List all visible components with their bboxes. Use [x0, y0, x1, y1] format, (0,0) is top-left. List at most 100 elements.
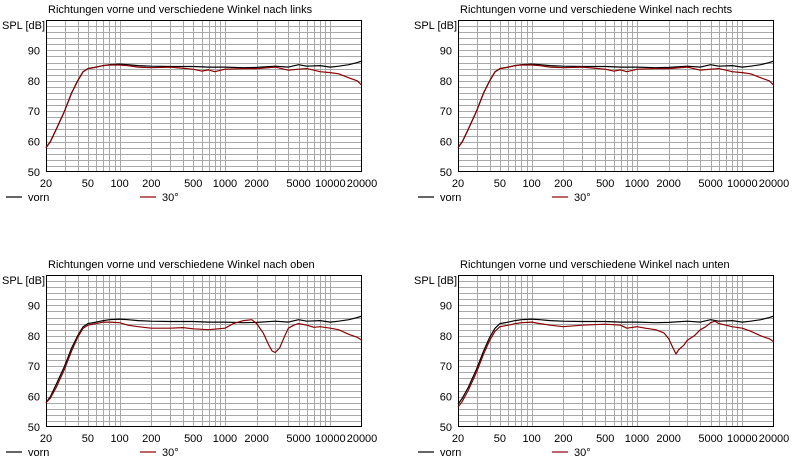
series-line-30deg: [45, 319, 363, 404]
x-tick-label: 200: [142, 433, 160, 445]
series-line-30deg: [45, 64, 363, 149]
x-grid: [477, 275, 743, 427]
x-tick-label: 2000: [244, 433, 268, 445]
plot-area: [458, 275, 774, 427]
x-tick-label: 500: [184, 433, 202, 445]
y-tick-label: 80: [440, 76, 452, 88]
legend-item: vorn: [6, 192, 49, 204]
x-tick-label: 1000: [213, 433, 237, 445]
x-tick-label: 1000: [625, 178, 649, 190]
legend-label: vorn: [440, 447, 461, 459]
y-tick-label: 90: [28, 300, 40, 312]
chart-title: Richtungen vorne und verschiedene Winkel…: [48, 259, 315, 271]
legend-item: vorn: [6, 447, 49, 459]
y-axis-label: SPL [dB]: [2, 20, 45, 32]
x-tick-label: 20: [40, 178, 52, 190]
x-tick-label: 100: [522, 433, 540, 445]
series-line-vorn: [45, 315, 363, 404]
legend-item: 30°: [140, 192, 179, 204]
y-tick-label: 60: [440, 392, 452, 404]
y-tick-label: 80: [28, 331, 40, 343]
legend-label: 30°: [574, 447, 591, 459]
plot-area: [46, 275, 362, 427]
legend-label: vorn: [440, 192, 461, 204]
x-tick-label: 50: [82, 433, 94, 445]
x-tick-label: 5000: [698, 178, 722, 190]
legend-item: 30°: [552, 447, 591, 459]
y-tick-label: 50: [28, 167, 40, 179]
chart-panel-1: Richtungen vorne und verschiedene Winkel…: [2, 4, 377, 204]
x-tick-label: 2000: [656, 178, 680, 190]
legend-label: 30°: [162, 447, 179, 459]
x-tick-label: 10000: [315, 178, 346, 190]
x-grid: [65, 275, 331, 427]
series-line-vorn: [457, 315, 775, 405]
chart-title: Richtungen vorne und verschiedene Winkel…: [460, 4, 733, 16]
series-line-30deg: [457, 64, 775, 149]
x-tick-label: 500: [596, 178, 614, 190]
x-grid: [65, 20, 331, 172]
y-axis-label: SPL [dB]: [414, 275, 457, 287]
chart-panel-2: Richtungen vorne und verschiedene Winkel…: [414, 4, 789, 204]
legend-label: 30°: [574, 192, 591, 204]
x-tick-label: 50: [494, 433, 506, 445]
y-tick-label: 90: [28, 45, 40, 57]
x-tick-label: 5000: [698, 433, 722, 445]
y-tick-label: 70: [28, 361, 40, 373]
legend-label: 30°: [162, 192, 179, 204]
y-axis-label: SPL [dB]: [2, 275, 45, 287]
legend-label: vorn: [28, 192, 49, 204]
plot-area: [458, 20, 774, 172]
x-tick-label: 5000: [286, 178, 310, 190]
x-tick-label: 200: [554, 433, 572, 445]
x-tick-label: 50: [494, 178, 506, 190]
legend-label: vorn: [28, 447, 49, 459]
chart-title: Richtungen vorne und verschiedene Winkel…: [48, 4, 313, 16]
x-tick-label: 100: [110, 178, 128, 190]
y-grid: [46, 26, 362, 167]
x-tick-label: 20000: [347, 433, 378, 445]
chart-panel-4: Richtungen vorne und verschiedene Winkel…: [414, 259, 789, 459]
chart-panel-3: Richtungen vorne und verschiedene Winkel…: [2, 259, 377, 459]
x-tick-label: 500: [596, 433, 614, 445]
x-tick-label: 10000: [727, 178, 758, 190]
y-tick-label: 70: [440, 361, 452, 373]
x-tick-label: 50: [82, 178, 94, 190]
y-axis-label: SPL [dB]: [414, 20, 457, 32]
series-line-30deg: [457, 320, 775, 408]
x-tick-label: 200: [142, 178, 160, 190]
x-grid: [477, 20, 743, 172]
y-tick-label: 70: [440, 106, 452, 118]
plot-frame: [458, 275, 774, 427]
legend-item: 30°: [552, 192, 591, 204]
x-tick-label: 20000: [347, 178, 378, 190]
y-tick-label: 60: [440, 137, 452, 149]
plot-frame: [46, 275, 362, 427]
x-tick-label: 2000: [244, 178, 268, 190]
x-tick-label: 100: [522, 178, 540, 190]
x-tick-label: 100: [110, 433, 128, 445]
y-tick-label: 60: [28, 392, 40, 404]
x-tick-label: 20: [40, 433, 52, 445]
y-tick-label: 80: [440, 331, 452, 343]
x-tick-label: 20: [452, 433, 464, 445]
x-tick-label: 2000: [656, 433, 680, 445]
legend-item: vorn: [418, 447, 461, 459]
y-tick-label: 50: [28, 422, 40, 434]
x-tick-label: 200: [554, 178, 572, 190]
x-tick-label: 20: [452, 178, 464, 190]
x-tick-label: 20000: [759, 433, 790, 445]
y-tick-label: 70: [28, 106, 40, 118]
plot-frame: [458, 20, 774, 172]
x-tick-label: 10000: [315, 433, 346, 445]
plot-frame: [46, 20, 362, 172]
y-tick-label: 90: [440, 45, 452, 57]
x-tick-label: 5000: [286, 433, 310, 445]
plot-area: [46, 20, 362, 172]
y-tick-label: 50: [440, 167, 452, 179]
legend-item: vorn: [418, 192, 461, 204]
y-grid: [458, 26, 774, 167]
y-grid: [46, 281, 362, 422]
legend-item: 30°: [140, 447, 179, 459]
